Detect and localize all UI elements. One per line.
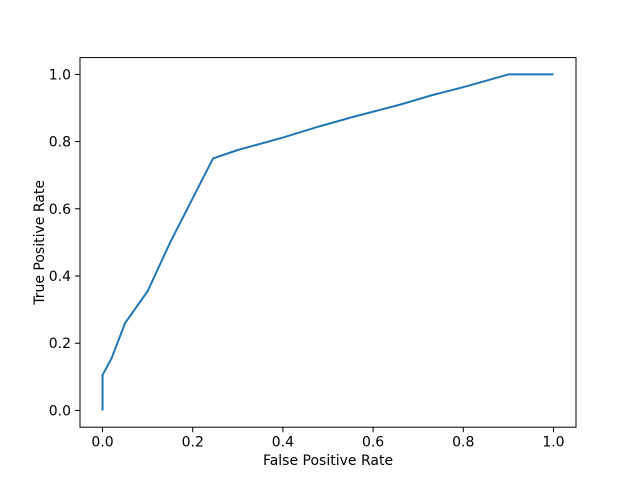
x-axis-label: False Positive Rate — [263, 453, 393, 469]
y-axis-label: True Positive Rate — [32, 180, 48, 306]
x-axis-ticks: 0.0 0.2 0.4 0.6 0.8 1.0 — [91, 427, 565, 451]
plot-area-border — [79, 57, 577, 428]
y-tick-label: 0.8 — [49, 135, 71, 151]
y-axis-ticks: 0.0 0.2 0.4 0.6 0.8 1.0 — [49, 67, 80, 419]
roc-curve-line — [101, 73, 554, 411]
x-tick-label: 0.6 — [362, 435, 384, 451]
y-tick-label: 0.6 — [49, 202, 71, 218]
x-tick-label: 0.2 — [182, 435, 204, 451]
y-tick-label: 0.2 — [49, 336, 71, 352]
x-tick-label: 0.4 — [272, 435, 294, 451]
y-tick-label: 0.4 — [49, 269, 71, 285]
x-tick-label: 0.8 — [452, 435, 474, 451]
series-group — [101, 73, 554, 411]
x-tick-label: 1.0 — [542, 435, 564, 451]
y-tick-label: 1.0 — [49, 67, 71, 83]
y-tick-label: 0.0 — [49, 403, 71, 419]
x-tick-label: 0.0 — [91, 435, 113, 451]
